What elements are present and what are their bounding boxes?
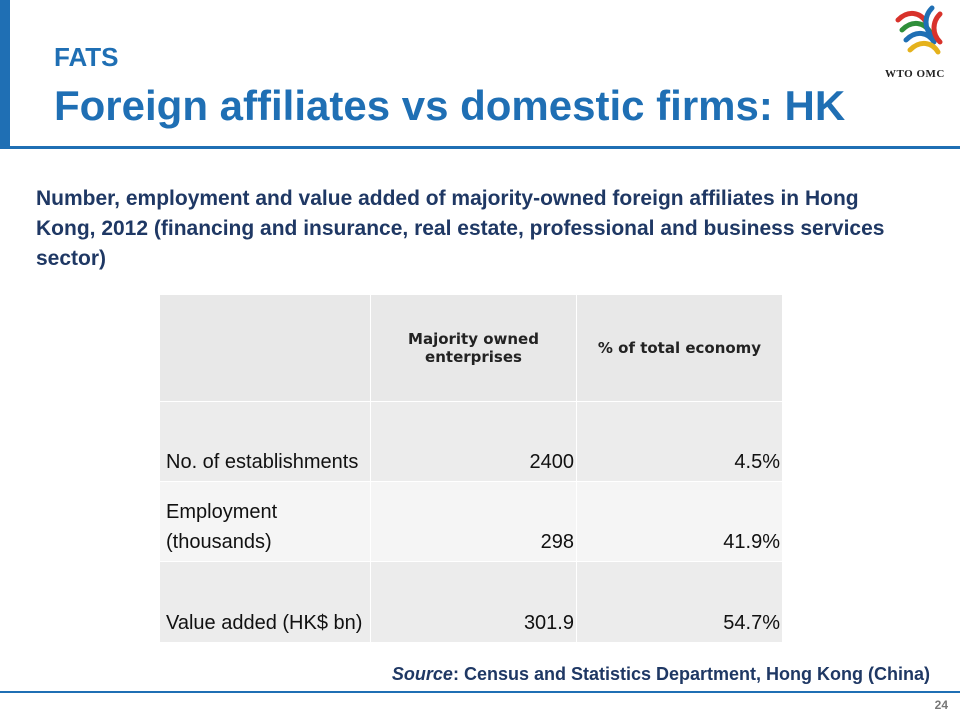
footer-divider	[0, 691, 960, 693]
wto-logo-icon	[895, 5, 943, 55]
header-percent-total: % of total economy	[576, 295, 782, 402]
source-label: Source	[391, 664, 453, 684]
section-kicker: FATS	[54, 42, 119, 72]
row-value: 301.9	[370, 561, 577, 642]
logo-wordmark: WTO OMC	[885, 68, 945, 80]
page-number: 24	[934, 698, 948, 712]
row-share: 4.5%	[576, 401, 782, 482]
row-label: Employment (thousands)	[160, 481, 371, 562]
table-row: No. of establishments 2400 4.5%	[160, 401, 782, 482]
row-label: No. of establishments	[160, 401, 371, 482]
row-value: 298	[370, 481, 577, 562]
row-share: 54.7%	[576, 561, 782, 642]
fats-data-table: Majority owned enterprises % of total ec…	[160, 295, 782, 642]
header-blank-cell	[160, 295, 371, 402]
header-divider	[0, 146, 960, 149]
row-value: 2400	[370, 401, 577, 482]
slide-title: Foreign affiliates vs domestic firms: HK	[54, 82, 846, 129]
table-caption: Number, employment and value added of ma…	[36, 187, 885, 270]
row-label: Value added (HK$ bn)	[160, 561, 371, 642]
table-header-row: Majority owned enterprises % of total ec…	[160, 295, 782, 402]
left-accent-bar	[0, 0, 10, 148]
header-majority-owned: Majority owned enterprises	[370, 295, 577, 402]
table-row: Value added (HK$ bn) 301.9 54.7%	[160, 561, 782, 642]
table-row: Employment (thousands) 298 41.9%	[160, 481, 782, 562]
source-text: : Census and Statistics Department, Hong…	[452, 664, 930, 684]
row-share: 41.9%	[576, 481, 782, 562]
source-note: Source: Census and Statistics Department…	[392, 664, 930, 685]
